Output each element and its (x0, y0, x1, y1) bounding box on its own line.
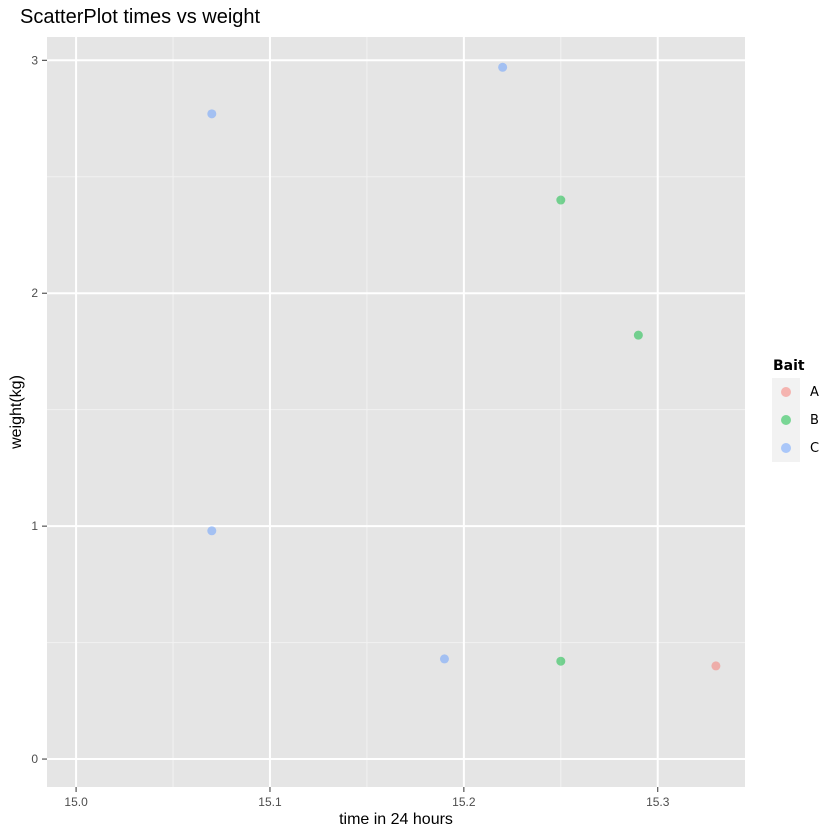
x-tick-label: 15.3 (646, 795, 670, 809)
scatter-point-b (556, 656, 566, 666)
legend-label-b: B (810, 412, 819, 428)
legend-dot-a (781, 387, 791, 397)
legend-label-a: A (810, 384, 819, 400)
legend-title: Bait (773, 358, 805, 374)
x-tick-label: 15.2 (452, 795, 476, 809)
legend-key-c (772, 434, 800, 462)
y-tick-label: 2 (31, 286, 38, 300)
minor-gridlines (47, 37, 745, 787)
legend-dot-c (781, 443, 791, 453)
scatter-point-c (439, 654, 449, 664)
x-tick-label: 15.1 (258, 795, 282, 809)
y-tick-label: 3 (31, 53, 38, 67)
legend-item-b: B (772, 406, 819, 434)
legend: Bait A B C (772, 358, 819, 462)
plot-panel (47, 37, 745, 787)
y-tick-label: 1 (31, 519, 38, 533)
axis-ticks (42, 59, 659, 792)
data-points (207, 62, 721, 671)
y-axis-label-container: weight(kg) (0, 37, 34, 787)
y-tick-label: 0 (31, 752, 38, 766)
scatter-point-c (207, 109, 217, 119)
scatter-point-a (711, 661, 721, 671)
scatter-point-c (207, 526, 217, 536)
legend-item-a: A (772, 378, 819, 406)
legend-key-a (772, 378, 800, 406)
scatter-point-b (633, 330, 643, 340)
legend-label-c: C (810, 440, 820, 456)
tick-labels: 15.0 15.1 15.2 15.3 0 1 2 3 (31, 53, 669, 809)
scatter-point-b (556, 195, 566, 205)
y-axis-label: weight(kg) (8, 375, 25, 449)
legend-dot-b (781, 415, 791, 425)
x-axis-label: time in 24 hours (339, 811, 453, 828)
major-gridlines (47, 37, 745, 787)
x-tick-label: 15.0 (64, 795, 88, 809)
legend-item-c: C (772, 434, 819, 462)
chart-title: ScatterPlot times vs weight (20, 6, 261, 28)
legend-key-b (772, 406, 800, 434)
scatter-point-c (498, 62, 508, 72)
